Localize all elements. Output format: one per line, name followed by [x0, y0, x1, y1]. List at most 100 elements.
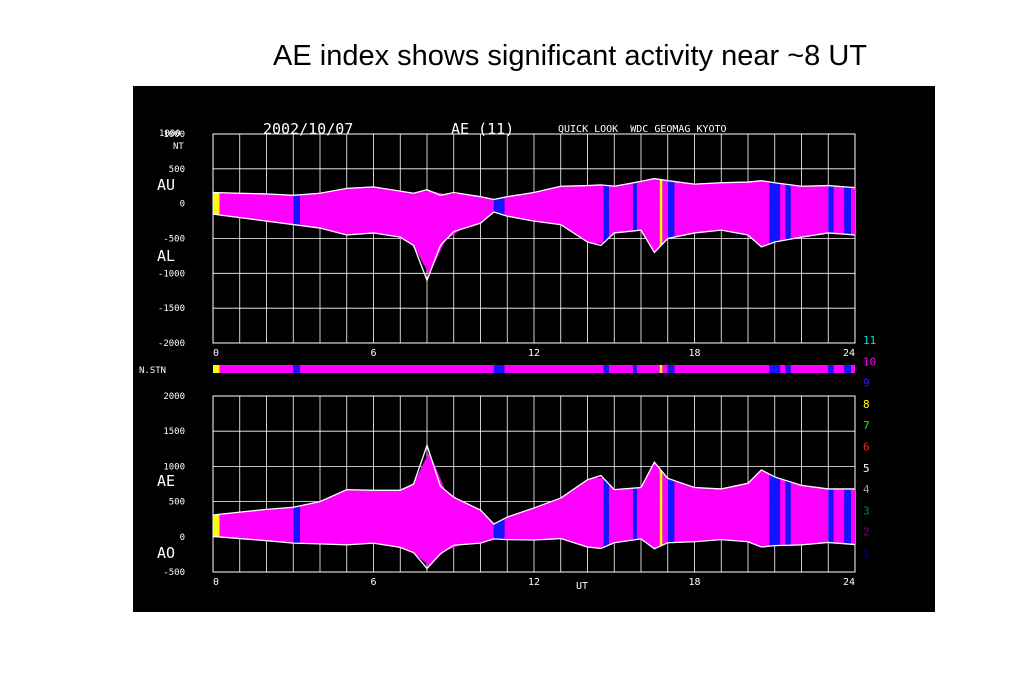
- ae-plot-svg: 2002/10/07 AE (11) QUICK LOOK WDC GEOMAG…: [139, 120, 876, 592]
- station-bar-segment: [850, 365, 855, 373]
- lower-y-tick-label: 1000: [163, 462, 185, 472]
- upper-x-tick-label: 6: [370, 348, 376, 359]
- station-legend-2: 2: [863, 526, 870, 539]
- lower-band-segment: [493, 518, 505, 540]
- upper-y-tick-label: -2000: [158, 339, 185, 349]
- station-bar-segment: [662, 365, 668, 373]
- upper-x-tick-label: 12: [528, 348, 540, 359]
- station-bar-segment: [632, 365, 637, 373]
- lower-y-tick-label: 2000: [163, 392, 185, 402]
- upper-band-segment: [828, 185, 834, 234]
- upper-band-segment: [299, 187, 494, 275]
- lower-y-tick-label: 1500: [163, 427, 185, 437]
- upper-y-tick-label: -500: [163, 235, 185, 245]
- upper-band-segment: [603, 185, 609, 243]
- lower-x-tick-label: 0: [213, 577, 219, 588]
- upper-au-line: [212, 177, 856, 201]
- station-legend-6: 6: [863, 441, 870, 454]
- upper-band-segment: [785, 184, 791, 241]
- lower-band-segment: [674, 469, 770, 547]
- chart-marks: [212, 177, 856, 570]
- label-al: AL: [157, 247, 175, 265]
- lower-band-segment: [850, 488, 855, 545]
- station-bar-segment: [659, 365, 663, 373]
- label-ae: AE: [157, 472, 175, 490]
- unit-nt: NT: [173, 142, 184, 152]
- label-ao: AO: [157, 544, 175, 562]
- ae-index-plot: 2002/10/07 AE (11) QUICK LOOK WDC GEOMAG…: [133, 86, 935, 612]
- lower-band-segment: [219, 507, 294, 544]
- lower-y-tick-label: 500: [169, 498, 185, 508]
- lower-band-segment: [603, 478, 609, 548]
- upper-x-tick-label: 0: [213, 348, 219, 359]
- upper-x-tick-label: 24: [843, 348, 855, 359]
- lower-band-segment: [785, 480, 791, 546]
- station-bar-segment: [493, 365, 505, 373]
- upper-al-line: [212, 211, 856, 283]
- station-bar-segment: [636, 365, 660, 373]
- station-bar-segment: [608, 365, 633, 373]
- upper-band-segment: [850, 187, 855, 236]
- upper-panel-grid: 1000 500 0 -500 -1000 -1500 -2000 0 6 12 18 24: [158, 130, 856, 359]
- upper-band-segment: [293, 194, 300, 226]
- station-bar-segment: [844, 365, 851, 373]
- upper-band-segment: [213, 192, 220, 215]
- upper-band-segment: [636, 178, 660, 252]
- lower-band-segment: [780, 478, 786, 546]
- lower-band-segment: [299, 452, 494, 567]
- slide-title: AE index shows significant activity near…: [273, 40, 867, 72]
- station-bar-segment: [293, 365, 300, 373]
- station-bar-segment: [504, 365, 604, 373]
- station-legend-11: 11: [863, 334, 876, 347]
- upper-band-segment: [219, 192, 294, 225]
- lower-band-segment: [293, 505, 300, 544]
- upper-band-segment: [844, 186, 851, 235]
- lower-y-tick-label: 0: [180, 533, 185, 543]
- station-bar-segment: [769, 365, 781, 373]
- lower-band-segment: [608, 484, 633, 546]
- lower-band-segment: [636, 462, 660, 549]
- upper-band-segment: [659, 179, 663, 247]
- upper-band-segment: [662, 179, 668, 245]
- station-legend-3: 3: [863, 504, 870, 517]
- lower-band-segment: [833, 488, 845, 544]
- plot-date: 2002/10/07: [263, 120, 353, 138]
- station-bar-segment: [219, 365, 294, 373]
- station-bar-segment: [603, 365, 609, 373]
- upper-band-segment: [790, 184, 829, 240]
- station-bar-segment: [667, 365, 675, 373]
- upper-x-tick-label: 18: [688, 348, 700, 359]
- upper-band-segment: [504, 185, 604, 245]
- upper-y-tick-label: -1500: [158, 304, 185, 314]
- lower-x-tick-label: 24: [843, 577, 855, 588]
- station-bar-segment: [674, 365, 770, 373]
- station-legend-9: 9: [863, 377, 870, 390]
- unit-top: 1000: [159, 129, 181, 139]
- lower-ao-line: [212, 535, 856, 570]
- station-legend-8: 8: [863, 398, 870, 411]
- lower-band-segment: [828, 488, 834, 543]
- station-bar-segment: [785, 365, 791, 373]
- plot-index-label: AE (11): [451, 120, 514, 138]
- upper-y-tick-label: 1000: [163, 130, 185, 140]
- station-count-legend: 11 10 9 8 7 6 5 4 3 2 1: [863, 334, 876, 560]
- lower-band-segment: [504, 477, 604, 548]
- station-bar-label: N.STN: [139, 366, 166, 376]
- lower-x-tick-label: 18: [688, 577, 700, 588]
- upper-band-segment: [608, 182, 633, 238]
- upper-band-segment: [493, 197, 505, 216]
- plot-source: QUICK LOOK WDC GEOMAG KYOTO: [558, 124, 727, 135]
- upper-band-segment: [833, 185, 845, 235]
- upper-y-tick-label: 500: [169, 165, 185, 175]
- lower-band-segment: [769, 474, 781, 547]
- station-bar-segment: [299, 365, 494, 373]
- upper-band-segment: [780, 183, 786, 242]
- x-axis-title-ut: UT: [576, 581, 588, 592]
- station-bar-segment: [828, 365, 834, 373]
- lower-x-tick-label: 6: [370, 577, 376, 588]
- label-au: AU: [157, 176, 175, 194]
- lower-band-segment: [790, 482, 829, 546]
- lower-ae-line: [212, 443, 855, 525]
- lower-band-segment: [632, 487, 637, 541]
- station-legend-7: 7: [863, 419, 870, 432]
